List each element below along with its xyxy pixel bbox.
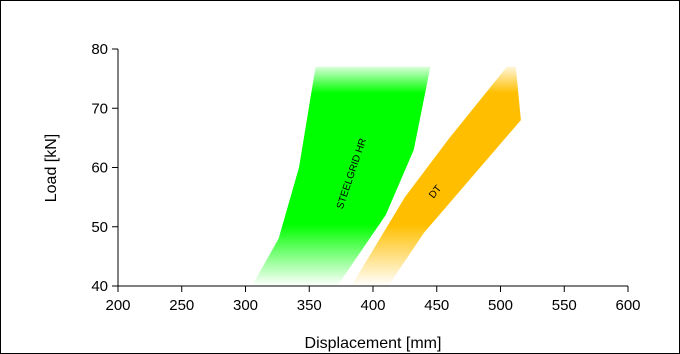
x-tick-label: 600 <box>615 297 640 314</box>
steelgrid-hr-band <box>251 66 431 286</box>
x-axis-title: Displacement [mm] <box>305 335 442 352</box>
y-tick-label: 60 <box>91 160 108 177</box>
y-axis-ticks: 40 50 60 70 80 <box>91 41 118 295</box>
x-tick-label: 450 <box>424 297 449 314</box>
band-group <box>251 66 521 286</box>
x-tick-label: 550 <box>552 297 577 314</box>
x-tick-label: 500 <box>488 297 513 314</box>
x-tick-label: 300 <box>233 297 258 314</box>
y-axis-title: Load [kN] <box>43 134 60 202</box>
y-tick-label: 70 <box>91 100 108 117</box>
x-tick-label: 350 <box>297 297 322 314</box>
dt-band <box>351 66 521 286</box>
x-tick-label: 400 <box>360 297 385 314</box>
x-tick-label: 250 <box>169 297 194 314</box>
x-tick-label: 200 <box>105 297 130 314</box>
y-tick-label: 80 <box>91 41 108 58</box>
y-tick-label: 40 <box>91 278 108 295</box>
y-tick-label: 50 <box>91 219 108 236</box>
x-axis-ticks: 200 250 300 350 400 450 500 550 600 <box>105 286 641 314</box>
